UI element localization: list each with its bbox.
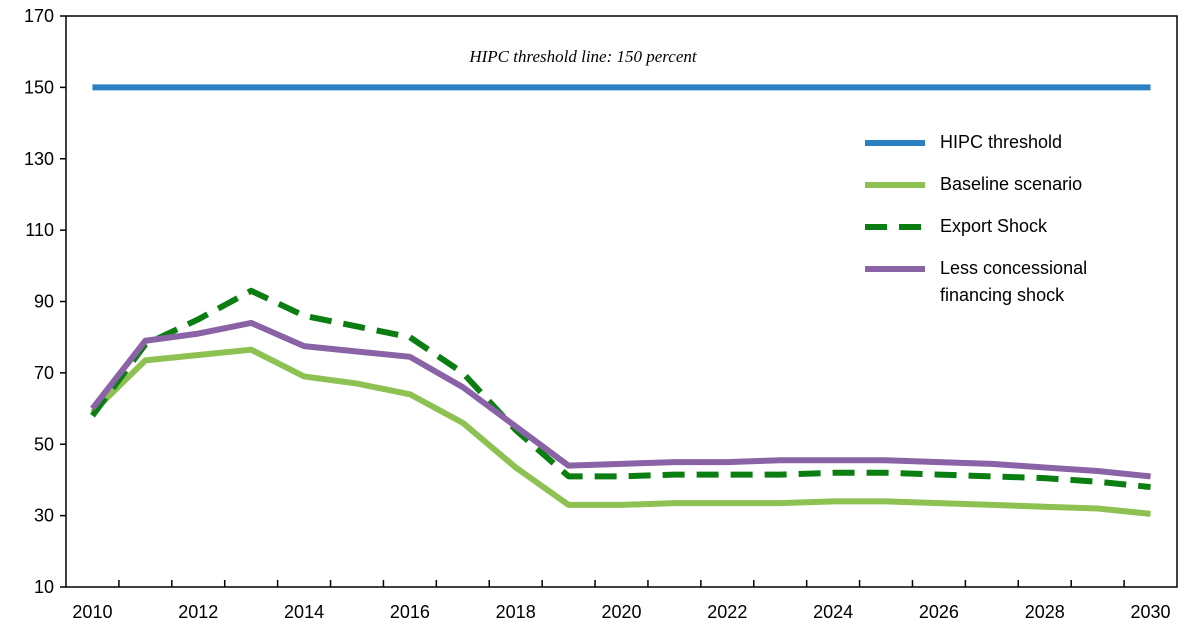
legend-label: Export Shock bbox=[940, 216, 1048, 236]
series-line bbox=[90, 287, 1151, 491]
y-tick-label: 130 bbox=[24, 149, 54, 169]
x-tick-label: 2014 bbox=[284, 602, 324, 622]
series-line bbox=[90, 346, 1151, 517]
x-tick-label: 2028 bbox=[1025, 602, 1065, 622]
annotation: HIPC threshold line: 150 percent bbox=[468, 47, 698, 66]
series-line bbox=[90, 319, 1151, 480]
legend-label: HIPC threshold bbox=[940, 132, 1063, 152]
y-tick-label: 50 bbox=[34, 434, 54, 454]
y-tick-label: 10 bbox=[34, 577, 54, 597]
x-tick-label: 2018 bbox=[496, 602, 536, 622]
x-tick-label: 2026 bbox=[919, 602, 959, 622]
x-tick-label: 2010 bbox=[72, 602, 112, 622]
y-tick-label: 170 bbox=[24, 6, 54, 26]
x-tick-label: 2016 bbox=[390, 602, 430, 622]
legend-label: Baseline scenario bbox=[940, 174, 1083, 194]
y-tick-label: 110 bbox=[25, 220, 54, 240]
y-tick-label: 30 bbox=[34, 506, 54, 526]
y-tick-label: 70 bbox=[34, 363, 54, 383]
x-tick-label: 2022 bbox=[707, 602, 747, 622]
x-tick-label: 2012 bbox=[178, 602, 218, 622]
x-tick-label: 2024 bbox=[813, 602, 853, 622]
y-tick-label: 90 bbox=[34, 292, 54, 312]
x-tick-label: 2020 bbox=[601, 602, 641, 622]
legend-label: Less concessional financing shock bbox=[940, 258, 1088, 305]
x-tick-label: 2030 bbox=[1131, 602, 1171, 622]
y-tick-label: 150 bbox=[24, 77, 54, 97]
